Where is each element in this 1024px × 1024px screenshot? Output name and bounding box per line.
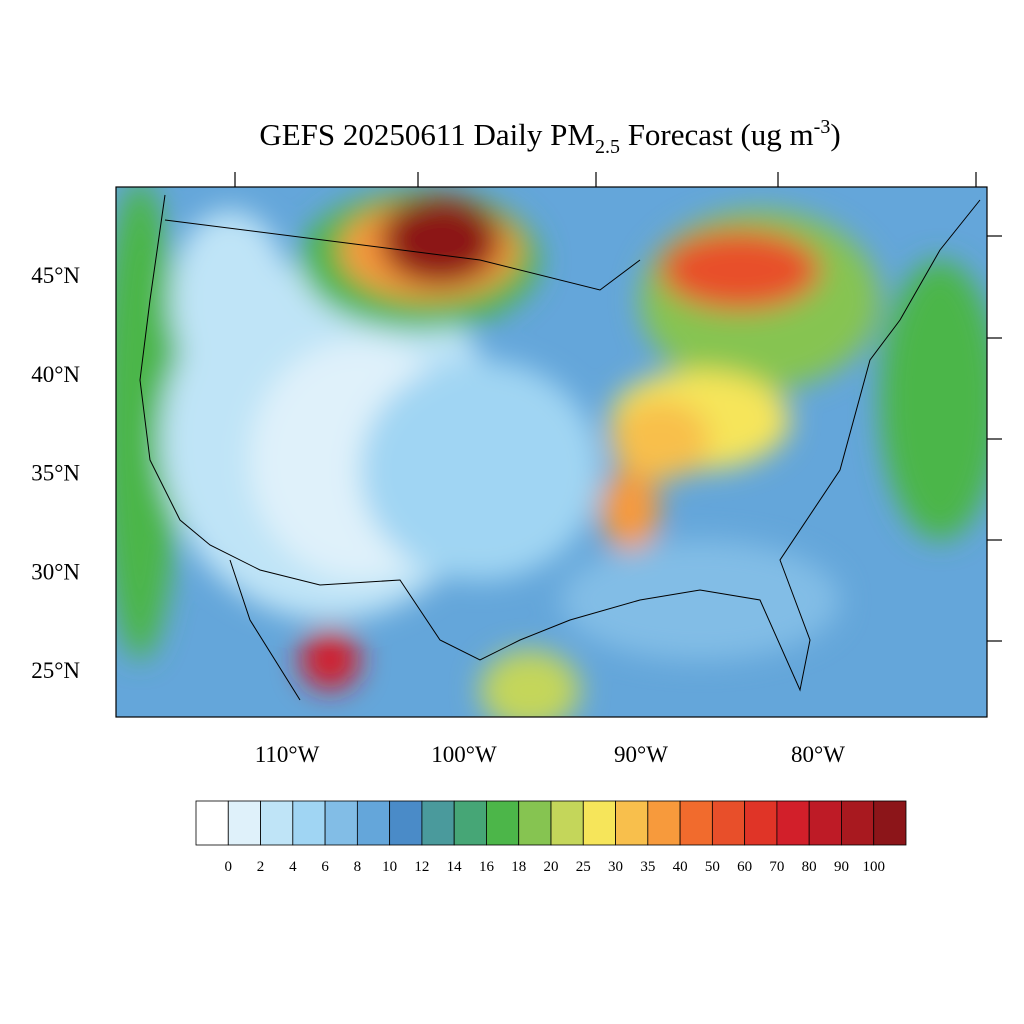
colorbar-box: [808, 800, 842, 846]
colorbar-label: 10: [382, 859, 397, 875]
colorbar-label: 25: [576, 859, 591, 875]
lon-label: 110°W: [255, 742, 320, 767]
colorbar-box: [227, 800, 261, 846]
colorbar-box: [195, 800, 229, 846]
colorbar-label: 50: [705, 859, 720, 875]
lat-label: 45°N: [31, 263, 80, 288]
colorbar-box: [841, 800, 875, 846]
colorbar-box: [711, 800, 746, 846]
colorbar-box: [324, 800, 358, 846]
colorbar-box: [744, 800, 778, 846]
colorbar-box: [550, 800, 584, 846]
title-subscript: 2.5: [595, 136, 620, 158]
colorbar-box: [453, 800, 487, 846]
colorbar-label: 0: [225, 859, 233, 875]
lon-label: 90°W: [614, 742, 668, 767]
colorbar-box: [647, 800, 681, 846]
map-field: [116, 187, 987, 717]
colorbar-label: 40: [673, 859, 688, 875]
title-superscript: -3: [814, 116, 831, 138]
title: GEFS 20250611 Daily PM2.5 Forecast (ug m…: [259, 116, 840, 158]
lat-label: 30°N: [31, 559, 80, 584]
map-frame: [115, 186, 988, 718]
lat-label: 40°N: [31, 362, 80, 387]
colorbar-label: 70: [769, 859, 784, 875]
colorbar-label: 12: [414, 859, 429, 875]
colorbar-label: 35: [640, 859, 655, 875]
colorbar-label: 100: [862, 859, 885, 875]
colorbar-label: 60: [737, 859, 752, 875]
lon-label: 80°W: [791, 742, 845, 767]
colorbar-label: 80: [802, 859, 817, 875]
colorbar-box: [518, 800, 552, 846]
colorbar-label: 18: [511, 859, 526, 875]
colorbar-box: [615, 800, 649, 846]
colorbar-box: [292, 800, 326, 846]
title-end: ): [830, 117, 840, 152]
colorbar-box: [389, 800, 423, 846]
title-middle: Forecast (ug m: [620, 117, 814, 152]
colorbar-box: [260, 800, 294, 846]
colorbar-label: 14: [447, 859, 463, 875]
lat-label: 35°N: [31, 461, 80, 486]
lon-label: 100°W: [431, 742, 497, 767]
colorbar-box: [679, 800, 713, 846]
colorbar-box: [873, 800, 907, 846]
lat-label: 25°N: [31, 658, 80, 683]
colorbar-label: 4: [289, 859, 297, 875]
colorbar-box: [486, 800, 520, 846]
title-main: GEFS 20250611 Daily PM: [259, 117, 595, 152]
colorbar-box: [356, 800, 391, 846]
colorbar-box: [776, 800, 810, 846]
colorbar-label: 30: [608, 859, 623, 875]
colorbar-label: 2: [257, 859, 265, 875]
colorbar-label: 90: [834, 859, 849, 875]
colorbar-label: 20: [544, 859, 559, 875]
projection-ticks: [234, 172, 1002, 642]
colorbar-label: 6: [321, 859, 329, 875]
colorbar-box: [421, 800, 455, 846]
colorbar-box: [582, 800, 616, 846]
colorbar-label: 16: [479, 859, 495, 875]
colorbar-label: 8: [354, 859, 362, 875]
